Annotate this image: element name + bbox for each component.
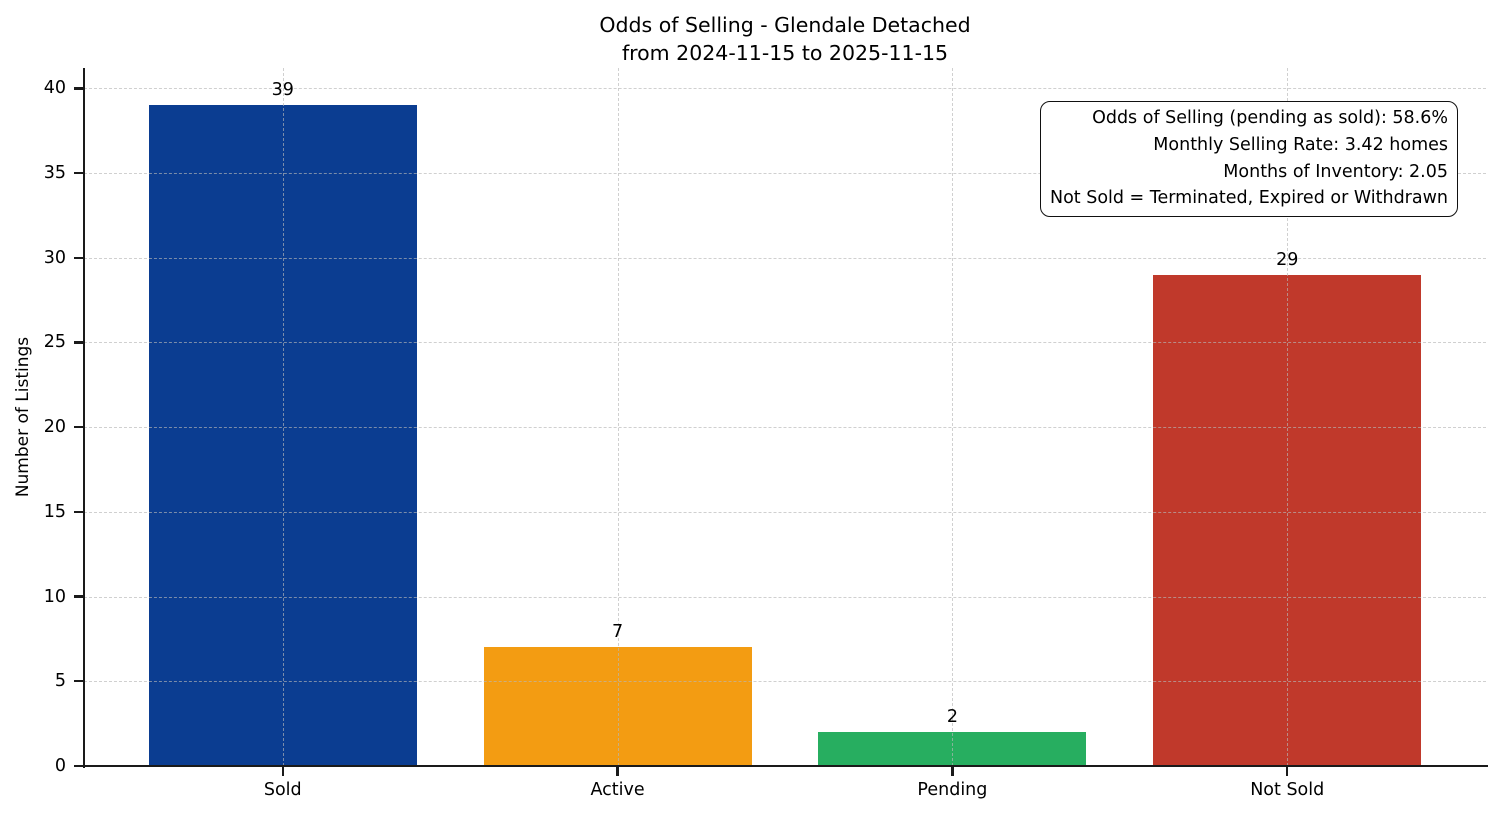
- y-tick-mark-30: [74, 256, 84, 259]
- y-axis-spine: [82, 68, 86, 768]
- y-tick-mark-40: [74, 87, 84, 90]
- y-tick-label-20: 20: [43, 417, 66, 438]
- annotation-line-2: Monthly Selling Rate: 3.42 homes: [1153, 134, 1448, 155]
- y-tick-label-0: 0: [54, 756, 66, 776]
- gridline-vertical-pending: [952, 68, 954, 766]
- chart-title: Odds of Selling - Glendale Detached: [599, 13, 971, 37]
- y-tick-mark-35: [74, 171, 84, 175]
- bar-value-label-active: 7: [612, 622, 624, 643]
- y-tick-mark-15: [74, 510, 84, 514]
- x-tick-label-pending: Pending: [917, 780, 988, 800]
- bar-pending: [818, 732, 1087, 766]
- gridline-horizontal-5: [84, 681, 1486, 683]
- y-tick-mark-10: [74, 595, 84, 598]
- bar-sold: [148, 105, 417, 766]
- gridline-horizontal-10: [84, 596, 1486, 598]
- y-tick-label-10: 10: [43, 586, 66, 607]
- chart-subtitle: from 2024-11-15 to 2025-11-15: [621, 41, 949, 65]
- bar-active: [483, 647, 752, 766]
- x-tick-label-sold: Sold: [263, 780, 302, 800]
- x-tick-mark-sold: [281, 767, 284, 776]
- gridline-horizontal-25: [84, 342, 1486, 344]
- annotation-line-1: Odds of Selling (pending as sold): 58.6%: [1092, 108, 1448, 128]
- x-tick-mark-active: [616, 767, 619, 776]
- annotation-line-3: Months of Inventory: 2.05: [1223, 161, 1448, 182]
- x-axis-spine: [82, 764, 1488, 768]
- y-tick-label-5: 5: [54, 671, 66, 692]
- y-tick-label-15: 15: [43, 501, 66, 522]
- y-tick-label-40: 40: [43, 78, 66, 99]
- gridline-vertical-not-sold: [1287, 68, 1289, 766]
- x-tick-label-active: Active: [590, 780, 645, 800]
- y-tick-mark-25: [74, 341, 84, 344]
- bar-value-label-not-sold: 29: [1276, 249, 1299, 270]
- y-tick-label-25: 25: [43, 332, 66, 353]
- plot-area: 0 5 10 15 20 25 30 35 40 Sold Active Pending Not Sol…: [44, 68, 1488, 800]
- gridline-vertical-active: [617, 68, 619, 766]
- gridline-vertical-sold: [282, 68, 284, 766]
- gridline-horizontal-35: [84, 173, 1486, 175]
- annotation-box: Odds of Selling (pending as sold): 58.6%…: [1039, 101, 1458, 218]
- y-tick-label-30: 30: [43, 247, 66, 268]
- y-tick-mark-0: [74, 764, 84, 768]
- annotation-line-4: Not Sold = Terminated, Expired or Withdr…: [1049, 188, 1448, 209]
- x-tick-mark-pending: [951, 767, 954, 776]
- gridline-horizontal-40: [84, 88, 1486, 90]
- y-tick-label-35: 35: [43, 163, 66, 184]
- gridline-horizontal-30: [84, 257, 1486, 259]
- y-tick-mark-20: [74, 425, 84, 429]
- gridline-horizontal-20: [84, 427, 1486, 429]
- bar-value-label-sold: 39: [271, 80, 294, 101]
- x-tick-label-not-sold: Not Sold: [1250, 780, 1325, 800]
- gridline-horizontal-15: [84, 511, 1486, 513]
- y-tick-mark-5: [74, 680, 84, 683]
- x-tick-mark-not-sold: [1286, 767, 1289, 776]
- bar-value-label-pending: 2: [946, 707, 958, 728]
